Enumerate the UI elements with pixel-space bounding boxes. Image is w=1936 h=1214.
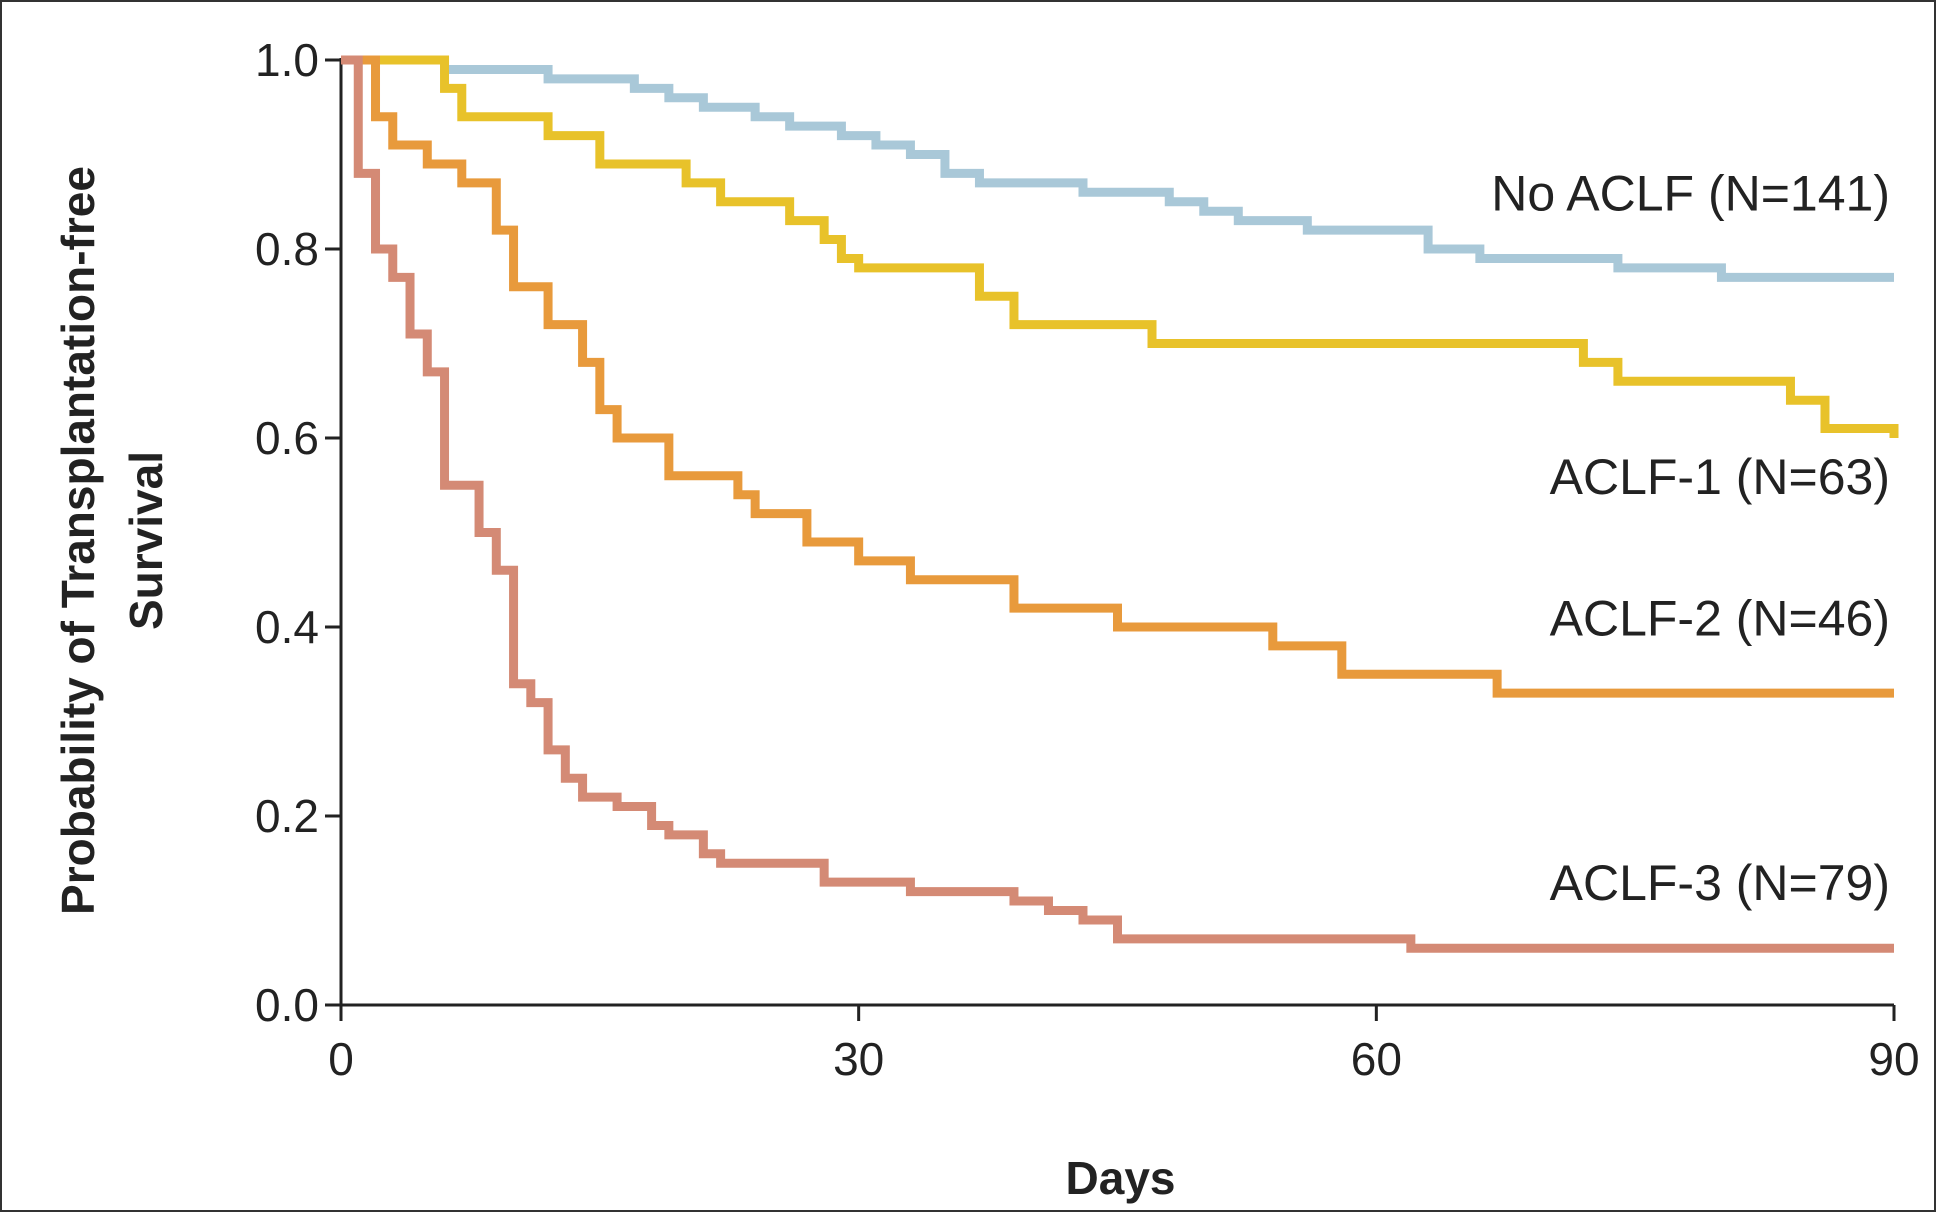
series-line-4 [341,55,1894,953]
y-tick-label: 0.2 [255,790,319,842]
series-layer [341,55,1899,953]
y-axis-title-line: Survival [120,451,172,630]
y-tick-label: 0.6 [255,412,319,464]
y-tick-label: 0.0 [255,979,319,1031]
series-line-2 [341,55,1899,438]
x-tick-label: 60 [1351,1033,1402,1085]
axes: 0.0 0.2 0.4 0.6 0.8 1.0 0 30 60 90 Days Probability… [52,34,1920,1204]
labels-layer: No ACLF (N=141) ACLF-1 (N=63) ACLF-2 (N=46… [1491,165,1890,911]
series-label-2: ACLF-1 (N=63) [1550,449,1890,505]
x-axis-title: Days [1066,1152,1176,1204]
series-label-1: No ACLF (N=141) [1491,165,1890,221]
series-label-4: ACLF-3 (N=79) [1550,855,1890,911]
series-line-1 [341,55,1894,282]
series-line-3 [341,55,1894,698]
y-tick-label: 1.0 [255,34,319,86]
series-label-3: ACLF-2 (N=46) [1550,591,1890,647]
y-axis-title-line: Probability of Transplantation-free [52,166,104,915]
y-tick-label: 0.8 [255,223,319,275]
x-tick-label: 0 [328,1033,354,1085]
x-tick-label: 90 [1868,1033,1919,1085]
y-tick-label: 0.4 [255,601,319,653]
x-tick-label: 30 [833,1033,884,1085]
